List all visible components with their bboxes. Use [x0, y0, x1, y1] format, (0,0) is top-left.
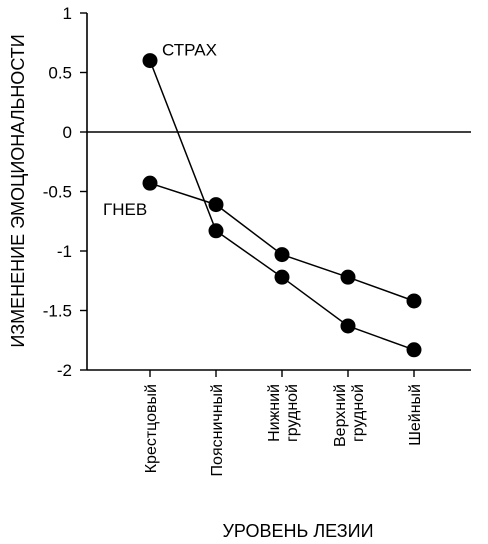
data-point	[142, 53, 158, 69]
y-tick-label: -2	[57, 361, 72, 380]
data-point	[406, 342, 422, 358]
x-axis-title: УРОВЕНЬ ЛЕЗИИ	[222, 521, 373, 541]
series-label: ГНЕВ	[103, 200, 147, 219]
y-tick-label: -1.5	[43, 302, 72, 321]
series-layer: СТРАХ ГНЕВ	[103, 41, 422, 358]
y-tick-label: 0.5	[48, 64, 72, 83]
chart-axes	[86, 13, 471, 371]
x-tick-label: Поясничный	[209, 384, 226, 476]
data-point	[142, 175, 158, 191]
data-point	[340, 269, 356, 285]
x-tick-label: Шейный	[407, 384, 424, 446]
series-line	[149, 60, 415, 351]
x-tick-label: Крестцовый	[143, 384, 160, 473]
y-axis-ticks: 1 0.5 0 -0.5 -1 -1.5 -2	[43, 4, 87, 380]
y-tick-label: -1	[57, 242, 72, 261]
y-axis-title: ИЗМЕНЕНИЕ ЭМОЦИОНАЛЬНОСТИ	[8, 34, 28, 347]
y-tick-label: 0	[63, 123, 72, 142]
data-point	[208, 223, 224, 239]
x-axis-ticks: Крестцовый Поясничный Нижнийгрудной Верхний…	[143, 370, 424, 476]
series-2: ГНЕВ	[103, 175, 422, 309]
x-tick-label: Нижнийгрудной	[266, 384, 301, 442]
series-1: СТРАХ	[142, 41, 422, 358]
y-tick-label: 1	[63, 4, 72, 23]
series-label: СТРАХ	[162, 41, 217, 60]
data-point	[406, 293, 422, 309]
data-point	[208, 197, 224, 213]
y-tick-label: -0.5	[43, 183, 72, 202]
data-point	[274, 269, 290, 285]
x-tick-label: Верхнийгрудной	[332, 384, 367, 447]
data-point	[274, 247, 290, 263]
data-point	[340, 318, 356, 334]
